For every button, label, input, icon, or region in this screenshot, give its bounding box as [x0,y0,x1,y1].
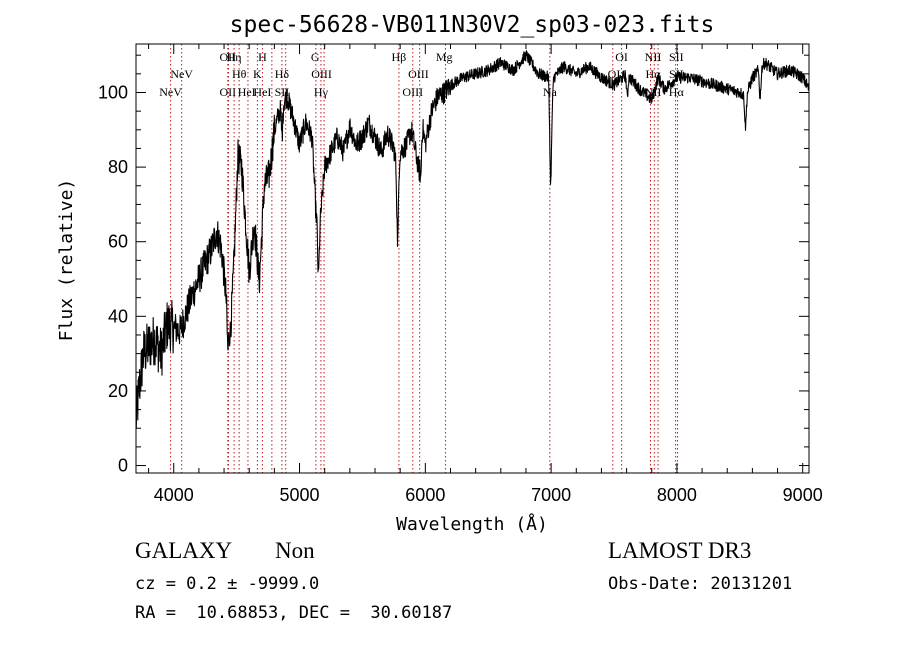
object-class: GALAXY [135,538,233,563]
line-label: OII [219,85,236,99]
x-tick-label: 7000 [531,485,571,505]
x-tick-label: 8000 [657,485,697,505]
line-labels: NeVNeVOIIOIIHηHθHeIHKHeIHδSIIGOIIIHγHβOI… [159,50,684,99]
line-label: HeI [238,85,256,99]
spectrum-series [135,50,810,429]
line-label: SII [275,85,290,99]
line-label: K [253,67,262,81]
line-label: OII [219,50,236,64]
line-label: OIII [408,67,429,81]
x-tick-label: 9000 [783,485,823,505]
line-label: Hη [227,50,242,64]
y-tick-label: 80 [108,157,128,177]
y-tick-label: 60 [108,232,128,252]
line-label: H [258,50,267,64]
line-markers [170,44,679,473]
line-label: NeV [159,85,182,99]
line-label: HeI [253,85,271,99]
y-axis-label: Flux (relative) [56,179,77,342]
line-label: Hγ [314,85,329,99]
y-tick-label: 20 [108,381,128,401]
redshift-value: cz = 0.2 ± -9999.0 [135,574,320,594]
line-label: Hθ [232,67,247,81]
object-subclass: Non [275,538,315,563]
line-label: Hα [646,67,662,81]
line-label: NII [645,85,662,99]
x-tick-label: 6000 [405,485,445,505]
line-label: OI [608,67,621,81]
survey-name: LAMOST DR3 [608,538,752,563]
line-label: Hδ [275,67,290,81]
x-axis-ticks: 4000 5000 6000 7000 8000 9000 [148,44,823,505]
line-label: Hα [669,85,685,99]
plot-frame [135,43,810,474]
y-tick-label: 0 [118,456,128,476]
line-label: OIII [402,85,423,99]
line-label: Na [543,85,558,99]
y-tick-label: 40 [108,306,128,326]
coordinates: RA = 10.68853, DEC = 30.60187 [135,603,453,623]
y-tick-label: 100 [98,82,128,102]
line-label: Hβ [392,50,407,64]
line-label: NeV [170,67,193,81]
y-axis-ticks: 0 20 40 60 80 100 [98,54,809,476]
obs-date: Obs-Date: 20131201 [608,574,793,594]
chart-title: spec-56628-VB011N30V2_sp03-023.fits [230,12,715,38]
x-axis-label: Wavelength (Å) [396,513,548,535]
x-tick-label: 5000 [280,485,320,505]
x-tick-label: 4000 [154,485,194,505]
line-label: SII [669,50,684,64]
line-label: OI [615,50,628,64]
line-label: Mg [436,50,453,64]
line-label: OIII [311,67,332,81]
line-label: NII [645,50,662,64]
line-label: SII [669,67,684,81]
line-label: G [311,50,320,64]
